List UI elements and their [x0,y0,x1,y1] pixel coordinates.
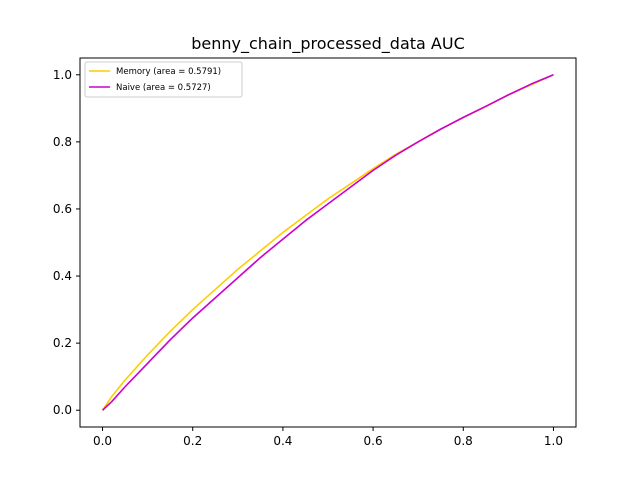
x-tick-label: 0.8 [454,434,473,448]
x-axis: 0.0 0.2 0.4 0.6 0.8 1.0 [93,427,563,448]
y-axis: 0.0 0.2 0.4 0.6 0.8 1.0 [53,68,80,417]
x-tick-label: 0.2 [183,434,202,448]
plot-area [80,58,576,427]
series-line-naive [102,74,554,411]
chart-title: benny_chain_processed_data AUC [191,34,465,54]
y-tick-label: 1.0 [53,68,72,82]
legend-label-naive: Naive (area = 0.5727) [116,83,211,93]
y-tick-label: 0.2 [53,336,72,350]
x-tick-label: 0.6 [364,434,383,448]
y-tick-label: 0.6 [53,202,72,216]
plot-frame [79,57,577,428]
y-tick-label: 0.0 [53,403,72,417]
x-tick-label: 1.0 [544,434,563,448]
x-tick-label: 0.0 [93,434,112,448]
series-lines [101,74,554,411]
x-tick-label: 0.4 [273,434,292,448]
legend-box [84,61,243,98]
y-tick-label: 0.8 [53,135,72,149]
legend: Memory (area = 0.5791) Naive (area = 0.5… [84,61,243,98]
y-tick-label: 0.4 [53,269,72,283]
legend-label-memory: Memory (area = 0.5791) [116,67,221,77]
